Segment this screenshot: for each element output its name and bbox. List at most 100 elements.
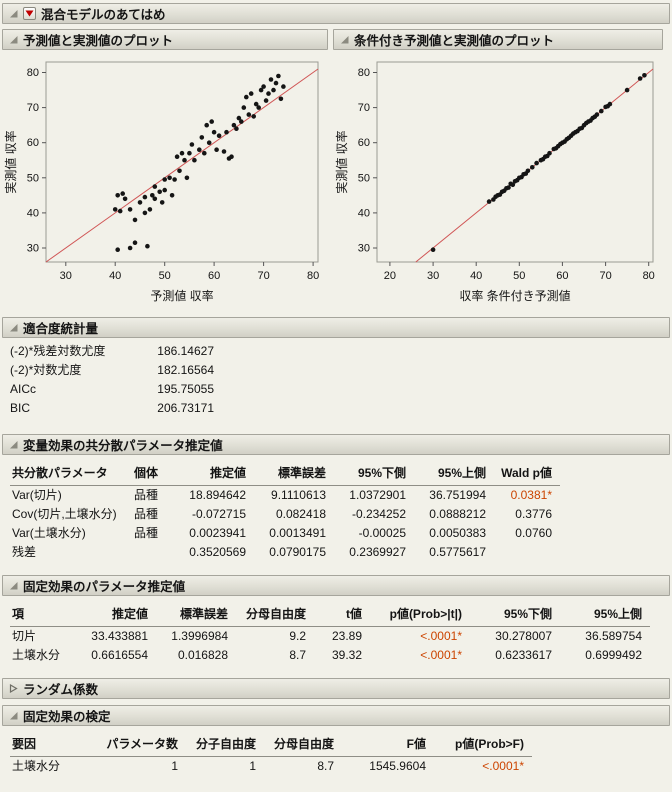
- data-point[interactable]: [251, 114, 256, 119]
- data-point[interactable]: [239, 119, 244, 124]
- data-point[interactable]: [506, 185, 511, 190]
- data-point[interactable]: [145, 243, 150, 249]
- data-point[interactable]: [607, 101, 613, 107]
- disclosure-open-icon[interactable]: [8, 9, 18, 19]
- section-header-conditional-plot[interactable]: 条件付き予測値と実測値のプロット: [333, 29, 663, 50]
- data-point[interactable]: [253, 101, 259, 107]
- data-point[interactable]: [112, 207, 118, 212]
- data-point[interactable]: [152, 184, 158, 189]
- data-point[interactable]: [150, 193, 155, 198]
- data-point[interactable]: [256, 105, 261, 110]
- data-point[interactable]: [266, 91, 271, 96]
- section-header-main[interactable]: 混合モデルのあてはめ: [2, 3, 670, 24]
- section-header-fixed-effects[interactable]: 固定効果のパラメータ推定値: [2, 575, 670, 596]
- data-point[interactable]: [221, 149, 227, 154]
- disclosure-closed-icon[interactable]: [8, 684, 18, 694]
- cell: 0.016828: [177, 648, 228, 662]
- data-point[interactable]: [120, 191, 125, 196]
- data-point[interactable]: [142, 210, 148, 216]
- data-point[interactable]: [278, 96, 284, 102]
- data-point[interactable]: [122, 196, 128, 202]
- red-triangle-menu-button[interactable]: [23, 7, 36, 20]
- scatter-plot-predicted-vs-actual[interactable]: 30 40 50 60 70 80 30 40 50 60 70 80 予測値 収率 実測値 収率: [2, 52, 328, 308]
- disclosure-open-icon[interactable]: [8, 35, 18, 45]
- data-point[interactable]: [184, 175, 190, 181]
- data-point[interactable]: [248, 91, 254, 96]
- data-point[interactable]: [117, 208, 123, 214]
- data-point[interactable]: [241, 105, 247, 110]
- data-point[interactable]: [204, 122, 209, 128]
- data-point[interactable]: [234, 126, 239, 131]
- data-point[interactable]: [115, 193, 120, 198]
- data-point[interactable]: [534, 160, 539, 166]
- data-point[interactable]: [263, 98, 269, 103]
- data-point[interactable]: [152, 196, 158, 202]
- data-point[interactable]: [172, 177, 177, 182]
- data-point[interactable]: [594, 112, 600, 117]
- data-point[interactable]: [273, 80, 279, 86]
- data-point[interactable]: [231, 122, 237, 128]
- data-point[interactable]: [115, 247, 120, 252]
- scatter-plot-conditional-vs-actual[interactable]: 20 30 40 50 60 70 80 30 40 50 60 70 80 収率 条件付き予測値 実測値 …: [333, 52, 663, 308]
- data-point[interactable]: [642, 73, 647, 78]
- data-point[interactable]: [159, 200, 165, 205]
- data-point[interactable]: [486, 199, 492, 204]
- data-point[interactable]: [199, 135, 205, 140]
- data-point[interactable]: [137, 200, 143, 205]
- data-point[interactable]: [142, 194, 148, 200]
- disclosure-open-icon[interactable]: [8, 440, 18, 450]
- data-point[interactable]: [182, 157, 187, 163]
- data-point[interactable]: [177, 168, 182, 174]
- section-header-fixed-effect-tests[interactable]: 固定効果の検定: [2, 705, 670, 726]
- data-point[interactable]: [127, 207, 133, 212]
- section-header-covariance[interactable]: 変量効果の共分散パラメータ推定値: [2, 434, 670, 455]
- data-point[interactable]: [637, 76, 643, 81]
- section-header-fit-statistics[interactable]: 適合度統計量: [2, 317, 670, 338]
- data-point[interactable]: [599, 108, 604, 114]
- data-point[interactable]: [236, 115, 242, 121]
- data-point[interactable]: [510, 182, 516, 188]
- data-point[interactable]: [132, 240, 138, 245]
- data-point[interactable]: [162, 177, 167, 182]
- data-point[interactable]: [157, 189, 162, 195]
- data-point[interactable]: [530, 165, 535, 170]
- disclosure-open-icon[interactable]: [8, 581, 18, 591]
- data-point[interactable]: [209, 119, 214, 124]
- data-point[interactable]: [268, 77, 274, 82]
- data-point[interactable]: [261, 84, 266, 89]
- data-point[interactable]: [162, 187, 167, 193]
- data-point[interactable]: [525, 168, 531, 174]
- data-point[interactable]: [127, 245, 133, 251]
- data-point[interactable]: [244, 94, 249, 100]
- data-point[interactable]: [258, 87, 264, 93]
- data-point[interactable]: [624, 87, 630, 93]
- data-point[interactable]: [187, 150, 192, 156]
- data-point[interactable]: [547, 150, 552, 156]
- data-point[interactable]: [276, 73, 281, 79]
- data-point[interactable]: [202, 150, 207, 156]
- data-point[interactable]: [216, 133, 222, 138]
- data-point[interactable]: [179, 150, 185, 156]
- data-point[interactable]: [167, 175, 172, 181]
- data-point[interactable]: [189, 142, 195, 147]
- data-point[interactable]: [224, 129, 229, 135]
- data-point[interactable]: [192, 157, 197, 163]
- data-point[interactable]: [169, 193, 175, 198]
- disclosure-open-icon[interactable]: [8, 711, 18, 721]
- data-point[interactable]: [211, 129, 217, 135]
- data-point[interactable]: [246, 112, 252, 117]
- data-point[interactable]: [229, 154, 234, 159]
- data-point[interactable]: [197, 147, 202, 152]
- data-point[interactable]: [214, 147, 219, 152]
- disclosure-open-icon[interactable]: [8, 323, 18, 333]
- data-point[interactable]: [132, 217, 138, 223]
- data-point[interactable]: [174, 154, 180, 159]
- section-header-predicted-plot[interactable]: 予測値と実測値のプロット: [2, 29, 328, 50]
- data-point[interactable]: [430, 247, 436, 252]
- section-header-random-coefficients[interactable]: ランダム係数: [2, 678, 670, 699]
- disclosure-open-icon[interactable]: [339, 35, 349, 45]
- data-point[interactable]: [271, 87, 276, 93]
- data-point[interactable]: [281, 84, 286, 89]
- data-point[interactable]: [206, 140, 212, 145]
- data-point[interactable]: [147, 207, 153, 212]
